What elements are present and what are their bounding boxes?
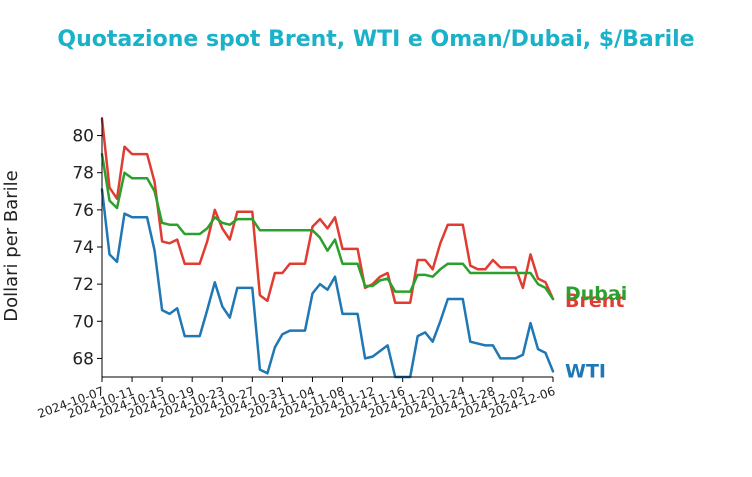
chart-title: Quotazione spot Brent, WTI e Oman/Dubai,… bbox=[57, 27, 694, 52]
series-label-dubai: Dubai bbox=[565, 283, 627, 305]
y-tick-label: 72 bbox=[72, 275, 94, 295]
series-line-brent bbox=[100, 117, 555, 304]
series-line-dubai bbox=[100, 152, 555, 301]
series-line-wti bbox=[100, 188, 555, 379]
y-tick-label: 74 bbox=[72, 238, 94, 258]
series-lines bbox=[100, 117, 555, 379]
y-tick-label: 76 bbox=[72, 201, 94, 221]
x-axis: 2024-10-072024-10-112024-10-152024-10-19… bbox=[36, 377, 557, 421]
y-axis-label: Dollari per Barile bbox=[1, 170, 22, 322]
y-tick-label: 80 bbox=[72, 127, 94, 147]
y-tick-label: 78 bbox=[72, 164, 94, 184]
y-tick-label: 70 bbox=[72, 312, 94, 332]
y-axis: 68 70 72 74 76 78 80 bbox=[72, 127, 102, 369]
y-tick-label: 68 bbox=[72, 349, 94, 369]
series-label-brent: Brent bbox=[565, 290, 624, 312]
series-label-wti: WTI bbox=[565, 360, 606, 382]
